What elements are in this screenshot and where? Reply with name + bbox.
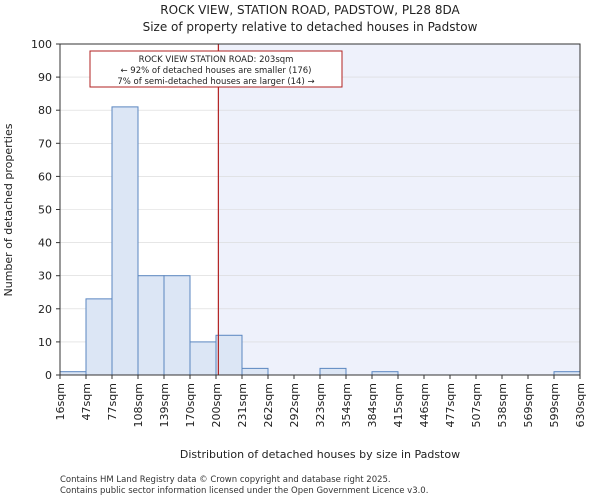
y-tick-label: 40 [38,237,52,250]
y-tick-label: 50 [38,204,52,217]
x-tick-label-231sqm: 231sqm [236,383,249,427]
x-tick-label-170sqm: 170sqm [184,383,197,427]
x-tick-label-77sqm: 77sqm [106,383,119,420]
footer-line-2: Contains public sector information licen… [60,486,428,496]
x-tick-label-538sqm: 538sqm [496,383,509,427]
y-tick-label: 90 [38,71,52,84]
x-tick-label-323sqm: 323sqm [314,383,327,427]
bar-47sqm [85,298,113,376]
x-tick-label-16sqm: 16sqm [54,383,67,420]
bar-323sqm [319,367,347,376]
x-tick-label-354sqm: 354sqm [340,383,353,427]
y-tick-label: 30 [38,270,52,283]
annotation-line-1: ROCK VIEW STATION ROAD: 203sqm [139,55,294,65]
x-tick-label-599sqm: 599sqm [548,383,561,427]
bar-77sqm [111,106,139,376]
x-tick-label-477sqm: 477sqm [444,383,457,427]
bars [59,106,581,376]
bar-139sqm [163,275,191,376]
y-tick-label: 60 [38,170,52,183]
y-tick-label: 80 [38,104,52,117]
footer-line-1: Contains HM Land Registry data © Crown c… [60,475,391,485]
y-tick-label: 100 [31,38,52,51]
x-tick-label-415sqm: 415sqm [392,383,405,427]
annotation-line-2: ← 92% of detached houses are smaller (17… [120,66,311,76]
chart-title: ROCK VIEW, STATION ROAD, PADSTOW, PL28 8… [160,3,460,17]
x-tick-label-446sqm: 446sqm [418,383,431,427]
x-tick-label-139sqm: 139sqm [158,383,171,427]
chart-subtitle: Size of property relative to detached ho… [143,20,478,34]
x-tick-label-507sqm: 507sqm [470,383,483,427]
y-axis-label: Number of detached properties [2,123,15,296]
x-tick-label-47sqm: 47sqm [80,383,93,420]
y-tick-label: 0 [45,369,52,382]
x-tick-label-262sqm: 262sqm [262,383,275,427]
x-tick-label-108sqm: 108sqm [132,383,145,427]
bar-200sqm [215,334,243,376]
x-axis-label: Distribution of detached houses by size … [180,448,460,461]
y-tick-label: 20 [38,303,52,316]
y-tick-label: 10 [38,336,52,349]
bar-170sqm [189,341,217,376]
bar-108sqm [137,275,165,376]
x-tick-label-200sqm: 200sqm [210,383,223,427]
y-axis-ticks: 0 10 20 30 40 50 60 70 80 90 100 [31,38,60,382]
annotation-box: ROCK VIEW STATION ROAD: 203sqm ← 92% of … [89,50,343,88]
y-tick-label: 70 [38,137,52,150]
x-axis-ticks: 16sqm 47sqm 77sqm 108sqm 139sqm 170sqm 200sqm 2… [54,375,587,427]
x-tick-label-569sqm: 569sqm [522,383,535,427]
annotation-line-3: 7% of semi-detached houses are larger (1… [117,77,314,87]
x-tick-label-630sqm: 630sqm [574,383,587,427]
x-tick-label-384sqm: 384sqm [366,383,379,427]
x-tick-label-292sqm: 292sqm [288,383,301,427]
bar-231sqm [241,367,269,376]
